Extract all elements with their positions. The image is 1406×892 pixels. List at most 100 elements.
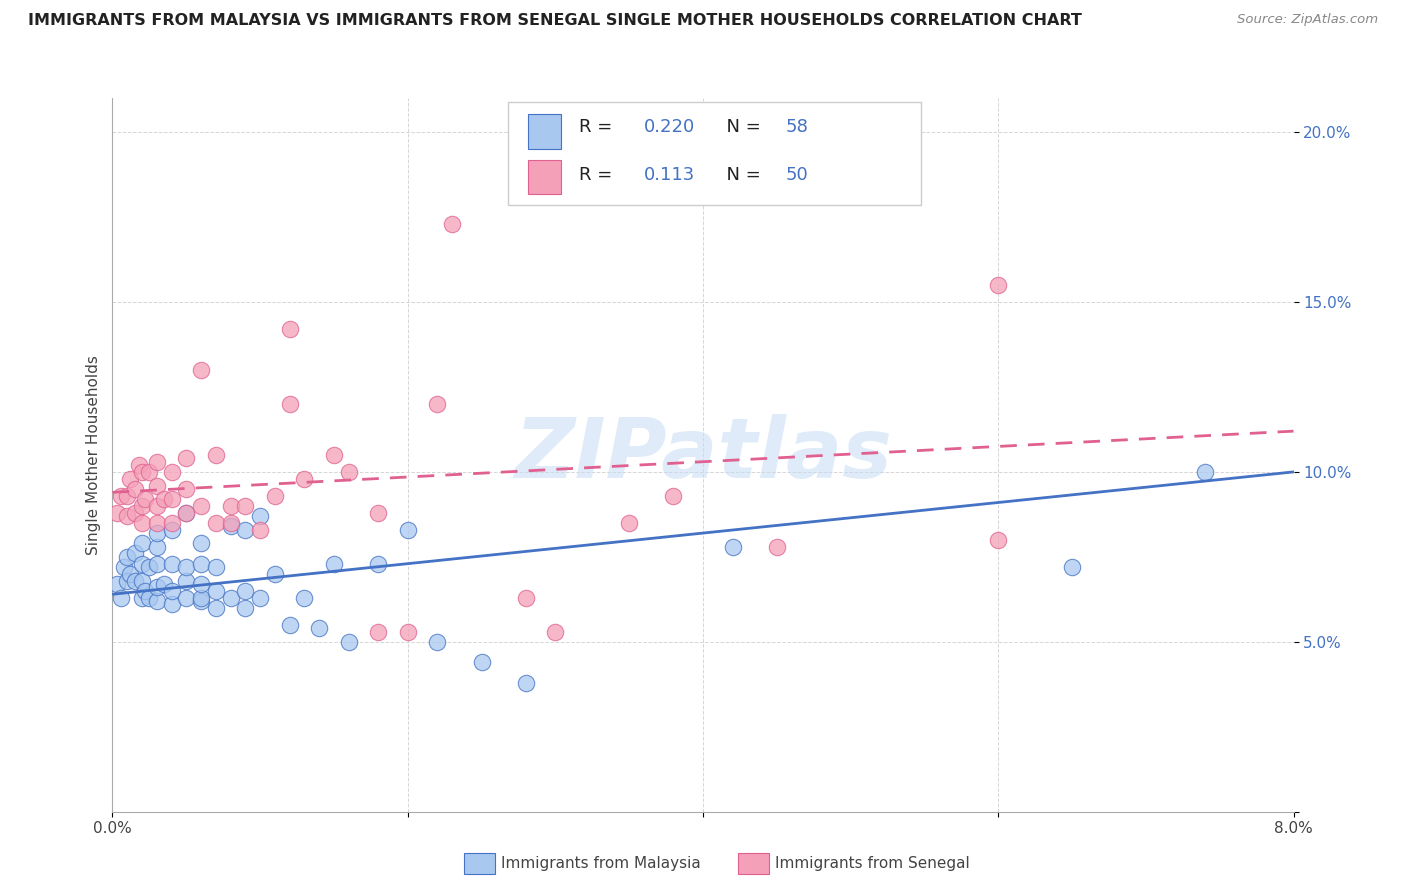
- Point: [205, 516, 228, 530]
- Bar: [529, 160, 561, 194]
- Point: [249, 523, 271, 537]
- Point: [205, 560, 228, 574]
- Point: [367, 557, 389, 571]
- Point: [515, 591, 537, 605]
- Text: 50: 50: [786, 166, 808, 184]
- Point: [323, 557, 346, 571]
- Point: [117, 574, 138, 588]
- Point: [765, 540, 787, 554]
- Point: [138, 465, 160, 479]
- Point: [146, 516, 169, 530]
- Point: [146, 478, 169, 492]
- Point: [205, 448, 228, 462]
- Point: [160, 516, 183, 530]
- Point: [174, 591, 197, 605]
- Point: [190, 577, 212, 591]
- Point: [131, 591, 153, 605]
- Point: [219, 499, 242, 513]
- FancyBboxPatch shape: [508, 102, 921, 205]
- Point: [160, 465, 183, 479]
- Point: [396, 523, 419, 537]
- Point: [721, 540, 744, 554]
- Point: [249, 509, 271, 524]
- Point: [174, 574, 197, 588]
- Point: [146, 557, 169, 571]
- Point: [308, 621, 330, 635]
- Point: [146, 526, 169, 541]
- Point: [124, 506, 146, 520]
- Y-axis label: Single Mother Households: Single Mother Households: [86, 355, 101, 555]
- Point: [131, 536, 153, 550]
- Point: [117, 549, 138, 564]
- Point: [987, 278, 1010, 293]
- Point: [153, 577, 176, 591]
- Point: [219, 519, 242, 533]
- Point: [278, 397, 301, 411]
- Text: 58: 58: [786, 119, 808, 136]
- Point: [544, 624, 567, 639]
- Point: [205, 583, 228, 598]
- Point: [124, 482, 146, 496]
- Point: [1194, 465, 1216, 479]
- Point: [337, 465, 360, 479]
- Point: [131, 557, 153, 571]
- Point: [174, 506, 197, 520]
- Point: [337, 635, 360, 649]
- Point: [134, 583, 156, 598]
- Point: [160, 492, 183, 507]
- Point: [124, 574, 146, 588]
- Point: [131, 516, 153, 530]
- Point: [160, 557, 183, 571]
- Point: [249, 591, 271, 605]
- Point: [174, 451, 197, 466]
- Point: [146, 581, 169, 595]
- Text: R =: R =: [579, 119, 619, 136]
- Text: 0.113: 0.113: [644, 166, 695, 184]
- Text: Source: ZipAtlas.com: Source: ZipAtlas.com: [1237, 13, 1378, 27]
- Point: [105, 506, 128, 520]
- Point: [128, 458, 150, 472]
- Point: [441, 217, 464, 231]
- Text: ZIPatlas: ZIPatlas: [515, 415, 891, 495]
- Point: [367, 506, 389, 520]
- Point: [233, 523, 256, 537]
- Point: [146, 499, 169, 513]
- Point: [134, 492, 156, 507]
- Point: [131, 499, 153, 513]
- Point: [205, 600, 228, 615]
- Point: [233, 600, 256, 615]
- Point: [138, 560, 160, 574]
- Point: [146, 594, 169, 608]
- Point: [110, 591, 132, 605]
- Bar: [529, 114, 561, 149]
- Point: [367, 624, 389, 639]
- Point: [264, 566, 287, 581]
- Point: [131, 574, 153, 588]
- Point: [323, 448, 346, 462]
- Point: [190, 557, 212, 571]
- Point: [292, 591, 315, 605]
- Point: [264, 489, 287, 503]
- Point: [292, 472, 315, 486]
- Point: [110, 489, 132, 503]
- Point: [190, 499, 212, 513]
- Point: [160, 583, 183, 598]
- Text: IMMIGRANTS FROM MALAYSIA VS IMMIGRANTS FROM SENEGAL SINGLE MOTHER HOUSEHOLDS COR: IMMIGRANTS FROM MALAYSIA VS IMMIGRANTS F…: [28, 13, 1083, 29]
- Point: [662, 489, 685, 503]
- Point: [219, 591, 242, 605]
- Point: [190, 536, 212, 550]
- Point: [131, 465, 153, 479]
- Point: [190, 363, 212, 377]
- Point: [426, 635, 449, 649]
- Text: 0.220: 0.220: [644, 119, 695, 136]
- Point: [619, 516, 641, 530]
- Point: [153, 492, 176, 507]
- Point: [124, 546, 146, 560]
- Text: Immigrants from Malaysia: Immigrants from Malaysia: [501, 856, 700, 871]
- Point: [426, 397, 449, 411]
- Point: [233, 499, 256, 513]
- Point: [219, 516, 242, 530]
- Point: [278, 322, 301, 336]
- Point: [174, 560, 197, 574]
- Point: [120, 472, 142, 486]
